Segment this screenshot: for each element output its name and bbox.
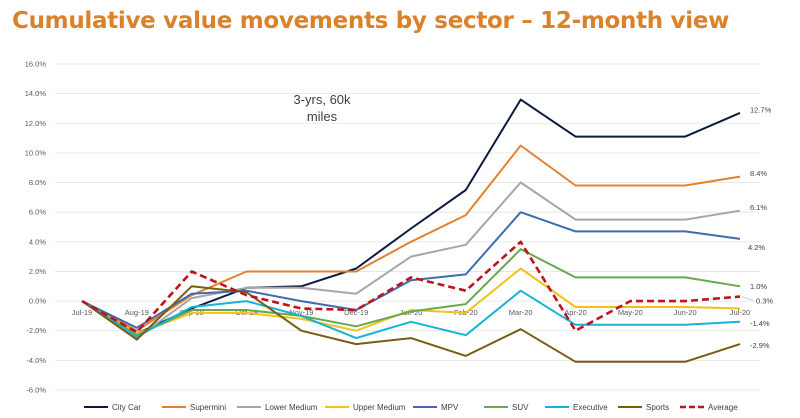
legend-label: Average bbox=[708, 403, 738, 412]
end-label: 4.2% bbox=[748, 243, 765, 252]
y-tick-label: -4.0% bbox=[26, 356, 46, 365]
y-tick-label: 6.0% bbox=[29, 208, 46, 217]
y-tick-label: 2.0% bbox=[29, 267, 46, 276]
series-line-upper-medium bbox=[81, 267, 741, 335]
y-tick-label: -6.0% bbox=[26, 386, 46, 395]
series-line-mpv bbox=[81, 211, 741, 329]
x-tick-label: Mar-20 bbox=[509, 308, 533, 317]
y-tick-label: 4.0% bbox=[29, 237, 46, 246]
y-tick-label: 0.0% bbox=[29, 297, 46, 306]
x-tick-label: Dec-19 bbox=[344, 308, 368, 317]
x-tick-label: May-20 bbox=[618, 308, 643, 317]
gridlines bbox=[55, 63, 760, 391]
x-tick-label: Jul-20 bbox=[730, 308, 750, 317]
y-tick-label: 10.0% bbox=[25, 148, 47, 157]
y-tick-label: -2.0% bbox=[26, 326, 46, 335]
legend-label: Upper Medium bbox=[353, 403, 406, 412]
end-label: 6.1% bbox=[750, 203, 767, 212]
legend-label: Sports bbox=[646, 403, 669, 412]
series-line-executive bbox=[81, 289, 741, 340]
y-tick-label: 12.0% bbox=[25, 119, 47, 128]
series-line-average bbox=[81, 240, 741, 334]
legend: City Car Supermini Lower Medium Upper Mediu… bbox=[84, 403, 738, 412]
x-tick-label: Jun-20 bbox=[674, 308, 697, 317]
series-line-lower-medium bbox=[81, 181, 741, 340]
series-line-supermini bbox=[81, 144, 741, 332]
end-label: 12.7% bbox=[750, 105, 772, 114]
leader-line bbox=[741, 296, 754, 301]
axis-labels: -6.0% -4.0% -2.0% 0.0% 2.0% 4.0% 6.0% 8.0% 10.0%… bbox=[25, 60, 751, 395]
series-line-suv bbox=[81, 248, 741, 337]
series-line-sports bbox=[81, 285, 741, 363]
x-tick-label: Jul-19 bbox=[72, 308, 92, 317]
x-tick-label: Jan-20 bbox=[400, 308, 423, 317]
annotation-line-1: 3-yrs, 60k bbox=[293, 92, 351, 107]
series-line-city-car bbox=[81, 98, 741, 335]
chart-title: Cumulative value movements by sector – 1… bbox=[12, 8, 730, 34]
end-label: 8.4% bbox=[750, 169, 767, 178]
x-tick-label: Nov-19 bbox=[289, 308, 313, 317]
x-tick-label: Aug-19 bbox=[125, 308, 149, 317]
legend-label: Executive bbox=[573, 403, 608, 412]
legend-label: MPV bbox=[441, 403, 459, 412]
x-tick-label: Apr-20 bbox=[564, 308, 587, 317]
legend-label: Lower Medium bbox=[265, 403, 318, 412]
legend-label: City Car bbox=[112, 403, 141, 412]
legend-label: Supermini bbox=[190, 403, 226, 412]
end-label: -2.9% bbox=[750, 341, 770, 350]
end-labels: 12.7% 8.4% 6.1% 0.3% 4.2% 1.0% -1.4% -2.9% bbox=[741, 105, 773, 350]
y-tick-label: 16.0% bbox=[25, 60, 47, 69]
end-label: 0.3% bbox=[756, 297, 773, 306]
legend-label: SUV bbox=[512, 403, 529, 412]
y-tick-label: 14.0% bbox=[25, 89, 47, 98]
annotation-line-2: miles bbox=[307, 109, 338, 124]
series-lines bbox=[81, 98, 741, 363]
y-tick-label: 8.0% bbox=[29, 178, 46, 187]
end-label: 1.0% bbox=[750, 282, 767, 291]
end-label: -1.4% bbox=[750, 319, 770, 328]
